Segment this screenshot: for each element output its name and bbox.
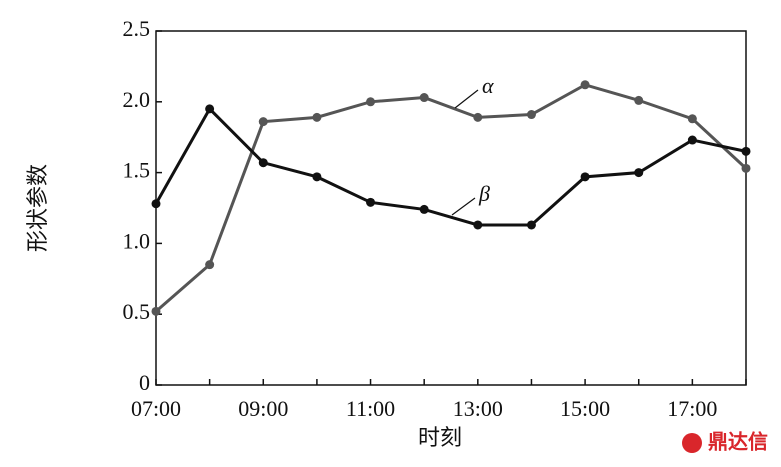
data-point [366,97,376,107]
data-point [741,163,751,173]
data-point [419,93,429,103]
data-point [312,172,322,182]
data-point [634,95,644,105]
data-point [151,306,161,316]
y-tick-label: 0 [139,370,150,395]
data-point [687,135,697,145]
data-point [366,197,376,207]
y-tick-label: 0.5 [123,299,151,324]
data-point [312,112,322,122]
y-tick-label: 2.0 [123,87,151,112]
x-tick-label: 07:00 [131,396,181,421]
y-axis-label: 形状参数 [25,164,50,252]
data-point [526,110,536,120]
x-tick-label: 09:00 [238,396,288,421]
series-line [154,106,747,227]
x-tick-label: 15:00 [560,396,610,421]
data-point [634,168,644,178]
data-point [473,220,483,230]
y-tick-label: 1.0 [123,228,151,253]
data-point [580,80,590,90]
data-point [151,199,161,209]
data-point [687,114,697,124]
watermark-icon [682,433,702,453]
data-point [526,220,536,230]
data-point [580,172,590,182]
x-axis-label: 时刻 [418,425,462,450]
series-label: β [478,181,490,206]
x-tick-label: 11:00 [346,396,395,421]
data-point [258,158,268,168]
data-point [741,146,751,156]
data-point [473,112,483,122]
data-point [419,204,429,214]
series-label: α [482,73,494,98]
series-leader [454,89,479,109]
y-tick-label: 2.5 [123,16,151,41]
x-tick-label: 13:00 [453,396,503,421]
y-tick-label: 1.5 [123,158,151,183]
series-leader [451,197,476,216]
watermark: 鼎达信 [708,430,768,454]
data-point [258,117,268,127]
plot-frame [155,30,747,386]
data-point [205,104,215,114]
x-tick-label: 17:00 [667,396,717,421]
series-line [155,83,748,313]
data-point [205,260,215,270]
